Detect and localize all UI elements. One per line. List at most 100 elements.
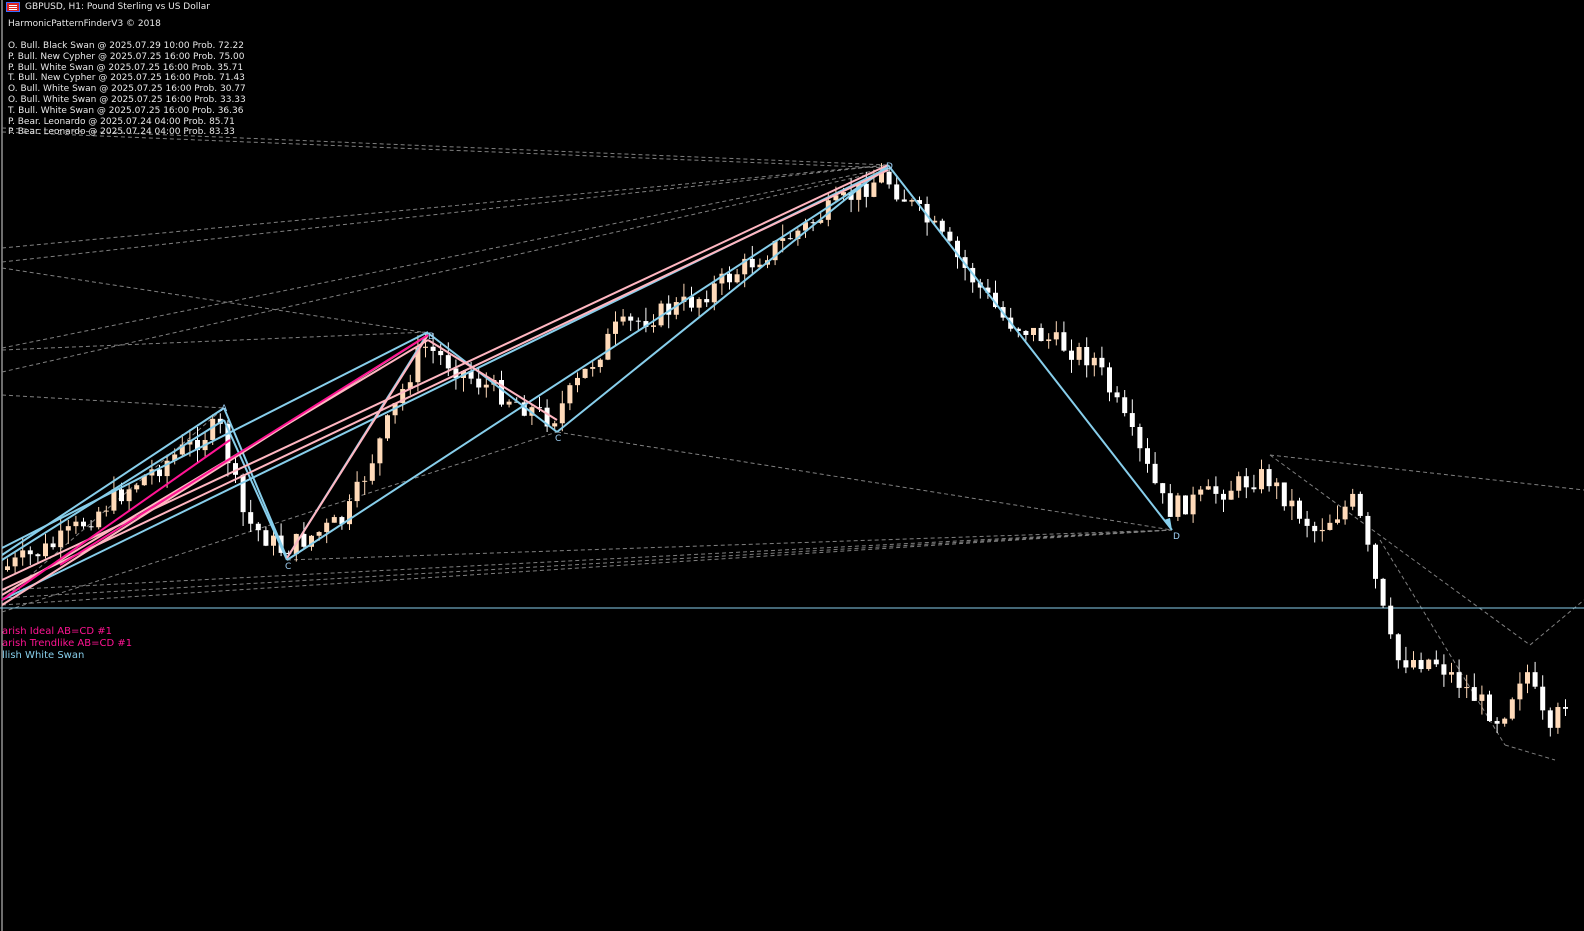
dashed-pattern-line xyxy=(1,529,1173,606)
bear-candle xyxy=(1304,518,1310,526)
pattern-item: P. Bull. White Swan @ 2025.07.25 16:00 P… xyxy=(8,62,244,73)
pattern-list: O. Bull. Black Swan @ 2025.07.29 10:00 P… xyxy=(8,41,246,138)
bear-candle xyxy=(1297,500,1302,519)
bear-candle xyxy=(499,380,504,405)
bear-candle xyxy=(119,489,124,502)
bull-candle xyxy=(172,454,178,461)
pink-pattern-leg xyxy=(1,169,889,591)
pattern-label-ideal-abcd: arish Ideal AB=CD #1 xyxy=(2,626,112,637)
bull-candle xyxy=(1327,522,1333,530)
bull-candle xyxy=(103,510,109,512)
bull-candle xyxy=(1228,490,1234,500)
bear-candle xyxy=(1418,660,1424,670)
pattern-item: T. Bull. White Swan @ 2025.07.25 16:00 P… xyxy=(8,105,244,116)
pink-pattern-leg xyxy=(286,334,429,559)
bear-candle xyxy=(1471,687,1477,701)
pink-pattern-leg xyxy=(1,164,889,581)
bear-candle xyxy=(240,474,246,513)
blue-pattern-leg xyxy=(427,332,558,433)
bear-candle xyxy=(643,321,649,327)
bear-candle xyxy=(1145,448,1150,464)
bear-candle xyxy=(1547,710,1553,728)
bear-candle xyxy=(88,526,94,528)
bull-candle xyxy=(590,367,596,369)
bull-candle xyxy=(1289,500,1295,507)
dashed-pattern-line xyxy=(1379,539,1506,746)
bull-candle xyxy=(96,511,102,528)
bear-candle xyxy=(1456,672,1462,688)
bull-candle xyxy=(43,543,48,557)
bull-candle xyxy=(331,517,337,523)
bull-candle xyxy=(271,535,276,546)
bear-candle xyxy=(727,273,732,283)
bear-candle xyxy=(955,240,960,258)
point-label: D xyxy=(1173,532,1180,542)
bear-candle xyxy=(1494,721,1500,724)
bull-candle xyxy=(12,557,18,567)
bear-candle xyxy=(476,378,482,388)
indicator-name: HarmonicPatternFinderV3 © 2018 xyxy=(8,19,161,29)
bear-candle xyxy=(1395,634,1401,661)
bull-candle xyxy=(65,526,71,531)
bull-candle xyxy=(879,171,884,183)
bear-candle xyxy=(263,530,269,546)
bear-candle xyxy=(1373,544,1378,579)
bull-candle xyxy=(1046,339,1052,342)
bear-candle xyxy=(1061,332,1067,351)
bear-candle xyxy=(628,316,634,321)
bull-candle xyxy=(818,219,824,223)
bear-candle xyxy=(1107,367,1112,393)
dashed-pattern-line xyxy=(1,131,889,169)
bull-candle xyxy=(681,296,687,303)
pink-pattern-leg xyxy=(427,339,558,421)
pattern-item: P. Bear. Leonardo @ 2025.07.24 04:00 Pro… xyxy=(8,116,235,127)
bull-candle xyxy=(423,346,428,348)
bear-candle xyxy=(1380,578,1386,606)
bear-candle xyxy=(544,407,550,427)
bear-candle xyxy=(863,183,869,197)
bear-candle xyxy=(430,346,436,351)
dashed-pattern-line xyxy=(1,167,889,349)
bear-candle xyxy=(1266,469,1272,487)
bear-candle xyxy=(939,220,945,232)
bull-candle xyxy=(559,403,565,424)
bear-candle xyxy=(438,350,444,356)
blue-pattern-leg xyxy=(556,164,889,433)
bear-candle xyxy=(81,521,86,527)
bear-candle xyxy=(1251,487,1257,490)
bull-candle xyxy=(529,407,535,416)
bull-candle xyxy=(597,359,603,368)
point-label: A xyxy=(221,404,228,414)
blue-pattern-leg xyxy=(223,407,288,559)
bear-candle xyxy=(924,203,930,223)
bear-candle xyxy=(1532,672,1538,687)
dashed-pattern-line xyxy=(286,529,1173,561)
bear-candle xyxy=(1243,476,1249,488)
bull-candle xyxy=(1509,699,1515,719)
bull-candle xyxy=(552,423,558,427)
blue-pattern-leg xyxy=(1,407,225,556)
dashed-pattern-line xyxy=(1504,744,1556,761)
bull-candle xyxy=(658,303,664,326)
bull-candle xyxy=(1464,687,1470,689)
bear-candle xyxy=(1114,392,1120,398)
bull-candle xyxy=(20,550,26,558)
bear-candle xyxy=(1441,664,1447,675)
bull-candle xyxy=(1411,660,1416,668)
bear-candle xyxy=(1015,328,1021,331)
bull-candle xyxy=(506,401,512,405)
bull-candle xyxy=(1525,672,1530,684)
dashed-pattern-line xyxy=(1529,599,1584,646)
bear-candle xyxy=(233,463,238,475)
bull-candle xyxy=(856,183,862,200)
bull-candle xyxy=(803,222,808,231)
pattern-item: P. Bear. Leonardo @ 2025.07.24 04:00 Pro… xyxy=(8,127,235,138)
bull-candle xyxy=(582,368,588,378)
bull-candle xyxy=(909,200,915,202)
bear-candle xyxy=(157,469,162,477)
bear-candle xyxy=(894,184,900,200)
blue-pattern-leg xyxy=(1,331,429,549)
chart-title-bar: GBPUSD, H1: Pound Sterling vs US Dollar xyxy=(6,2,210,12)
magenta-pattern-leg xyxy=(59,334,429,566)
